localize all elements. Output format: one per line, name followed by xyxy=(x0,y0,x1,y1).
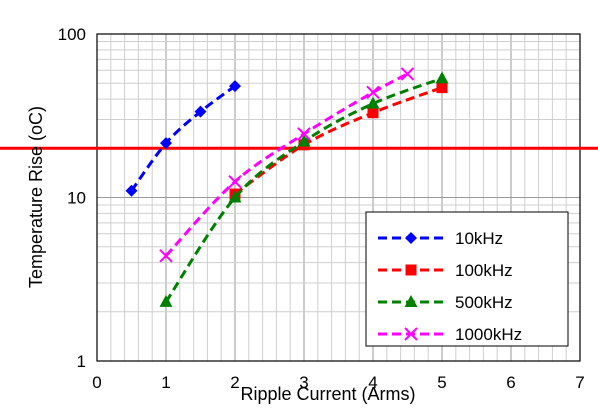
legend-marker xyxy=(404,327,418,341)
series-500kHz xyxy=(159,71,449,307)
data-point xyxy=(435,71,449,84)
data-point-stroke-b xyxy=(366,85,380,100)
plot-area-border xyxy=(96,33,581,362)
data-point-stroke-b xyxy=(159,249,173,263)
data-point-stroke-b xyxy=(228,174,242,189)
legend-entry-100kHz: 100kHz xyxy=(378,261,513,280)
data-point xyxy=(125,184,138,197)
legend-entry-1000kHz: 1000kHz xyxy=(378,325,522,344)
legend-box xyxy=(365,211,569,347)
y-tick-label: 10 xyxy=(67,189,86,208)
x-axis-title: Ripple Current (Arms) xyxy=(240,384,415,404)
data-point-stroke-b xyxy=(400,67,415,81)
legend-marker-stroke-b xyxy=(404,327,418,341)
legend-label: 500kHz xyxy=(455,293,513,312)
data-point xyxy=(400,67,415,81)
data-point xyxy=(367,107,379,119)
data-point xyxy=(297,127,311,141)
series-line xyxy=(234,86,443,196)
y-tick-label: 1 xyxy=(77,352,86,371)
series-10kHz xyxy=(125,80,241,197)
legend-label: 10kHz xyxy=(455,229,503,248)
data-point xyxy=(194,105,207,118)
data-point xyxy=(159,294,173,307)
data-point xyxy=(297,134,311,147)
legend: 10kHz 100kHz 500kHz 1000kHz xyxy=(365,211,569,347)
x-tick-label: 3 xyxy=(299,373,308,392)
x-tick-label: 0 xyxy=(92,373,101,392)
x-tick-label: 1 xyxy=(161,373,170,392)
data-point xyxy=(366,85,380,100)
data-point xyxy=(229,80,241,93)
series-group xyxy=(125,67,449,307)
series-1000kHz xyxy=(159,67,415,263)
y-tick-label: 100 xyxy=(58,25,86,44)
legend-marker xyxy=(405,232,417,244)
x-tick-label: 4 xyxy=(368,373,377,392)
legend-entry-10kHz: 10kHz xyxy=(378,229,503,248)
legend-entry-500kHz: 500kHz xyxy=(378,293,513,312)
series-line xyxy=(164,77,443,303)
series-line xyxy=(130,84,236,192)
data-point xyxy=(366,96,380,109)
legend-marker xyxy=(404,295,418,307)
data-point-stroke-b xyxy=(297,127,311,141)
legend-marker xyxy=(405,264,417,276)
data-point xyxy=(160,137,172,150)
legend-label: 100kHz xyxy=(455,261,513,280)
series-line xyxy=(164,72,409,257)
x-tick-label: 2 xyxy=(230,373,239,392)
x-tick-label: 5 xyxy=(437,373,446,392)
data-point xyxy=(436,82,448,94)
data-point xyxy=(159,249,173,263)
legend-label: 1000kHz xyxy=(455,325,522,344)
x-tick-label: 7 xyxy=(575,373,584,392)
data-point xyxy=(228,190,242,203)
y-axis-title: Temperature Rise (oC) xyxy=(26,106,46,288)
data-point xyxy=(228,174,242,189)
x-tick-label: 6 xyxy=(506,373,515,392)
